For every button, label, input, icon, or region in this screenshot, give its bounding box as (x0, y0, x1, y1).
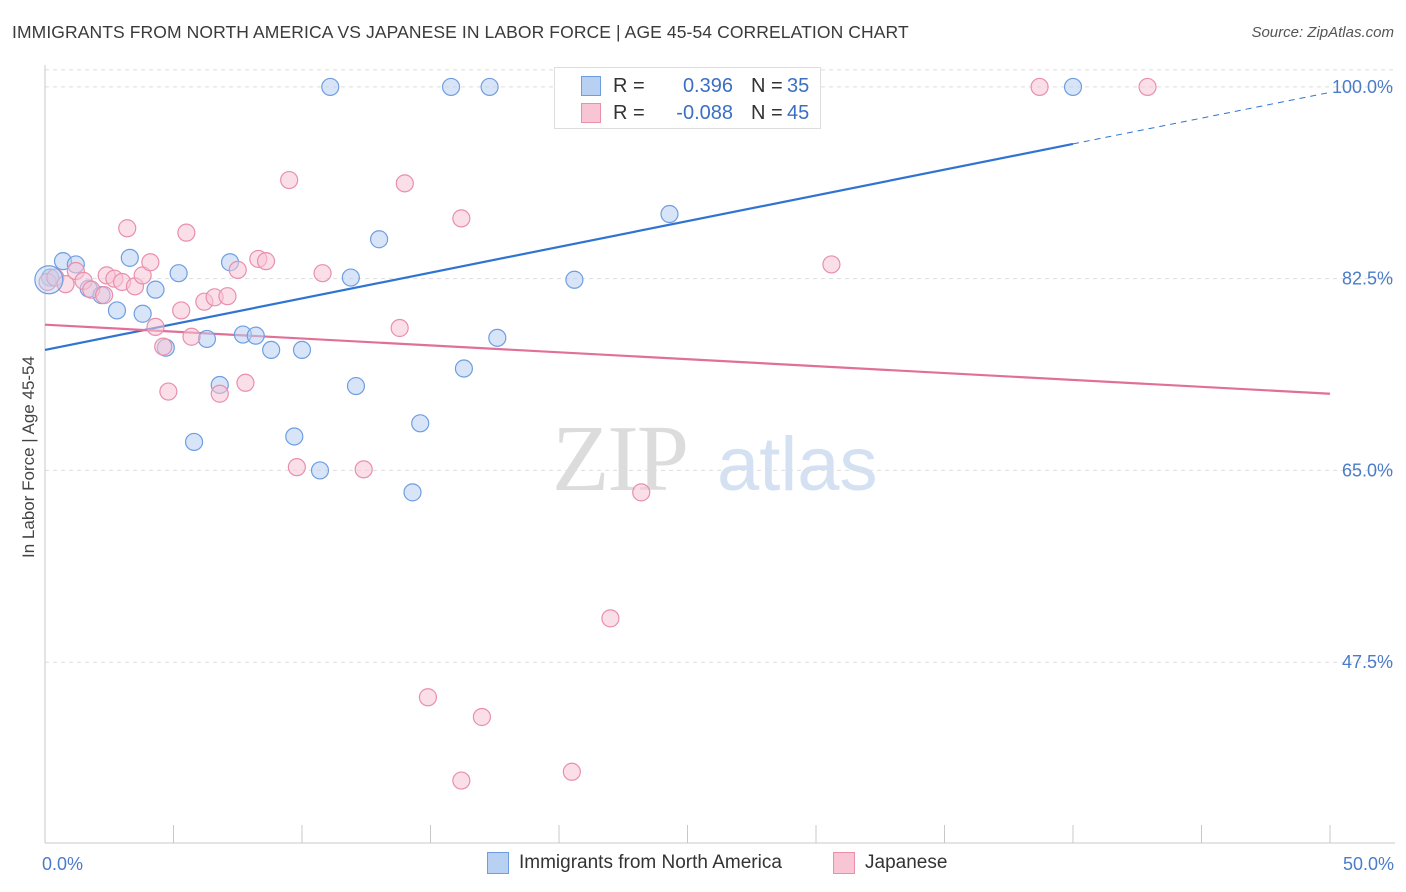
axes (44, 65, 1395, 844)
point-immigrants (660, 204, 679, 224)
swatch-japanese (581, 103, 601, 123)
r-value: -0.088 (676, 101, 733, 124)
legend-item-immigrants[interactable]: Immigrants from North America (487, 852, 782, 874)
point-japanese (118, 219, 137, 238)
point-japanese (601, 609, 620, 628)
point-immigrants (341, 268, 360, 287)
point-japanese (313, 264, 332, 283)
stats-legend: R = 0.396 N = 35 R = -0.088 N = 45 (554, 67, 821, 129)
point-immigrants (120, 248, 139, 267)
n-label: N = (751, 74, 783, 97)
point-japanese (418, 688, 438, 707)
point-japanese (287, 458, 306, 477)
point-japanese (452, 771, 471, 790)
y-tick-label: 100.0% (1332, 77, 1393, 97)
point-japanese (210, 384, 229, 403)
trend-lines (44, 91, 1331, 395)
trend-extension-immigrants (1072, 91, 1331, 145)
legend-item-japanese[interactable]: Japanese (833, 852, 947, 874)
x-tick-label: 0.0% (42, 854, 83, 874)
point-immigrants (292, 340, 312, 360)
point-japanese (562, 762, 581, 781)
point-immigrants (285, 427, 304, 446)
n-value: 35 (787, 74, 810, 97)
point-immigrants (411, 414, 430, 433)
x-tick-label: 50.0% (1343, 854, 1394, 874)
point-immigrants (454, 359, 474, 378)
swatch-immigrants (581, 76, 601, 96)
point-japanese (354, 460, 373, 479)
point-japanese (390, 318, 409, 338)
point-immigrants (565, 270, 584, 289)
point-japanese (452, 209, 471, 228)
y-tick-label: 65.0% (1342, 460, 1393, 480)
point-cluster (34, 265, 64, 295)
point-japanese (146, 317, 165, 336)
watermark-atlas: atlas (717, 422, 878, 507)
point-japanese (280, 170, 299, 190)
point-immigrants (184, 432, 204, 452)
legend-label-japanese: Japanese (865, 852, 948, 873)
watermark-zip: ZIP (552, 407, 687, 511)
r-label: R = (613, 101, 645, 124)
point-japanese (256, 252, 276, 271)
point-japanese (159, 382, 178, 401)
watermark: ZIP atlas (552, 407, 878, 511)
legend-swatch-immigrants (487, 852, 509, 874)
point-immigrants (107, 301, 127, 320)
point-immigrants (488, 328, 507, 347)
point-immigrants (441, 77, 461, 97)
r-value: 0.396 (682, 74, 733, 97)
trend-line-immigrants (44, 142, 1074, 351)
stats-row-immigrants: R = 0.396 N = 35 (581, 73, 809, 99)
point-japanese (56, 275, 75, 294)
point-immigrants (1063, 77, 1083, 97)
r-label: R = (613, 74, 645, 97)
point-immigrants (370, 230, 389, 249)
series-legend: Immigrants from North America Japanese (0, 850, 1406, 878)
grid (45, 69, 1395, 663)
point-japanese (1030, 77, 1049, 97)
point-immigrants (133, 304, 152, 323)
point-japanese (1138, 77, 1157, 97)
point-japanese (218, 287, 237, 306)
y-axis-label: In Labor Force | Age 45-54 (19, 356, 38, 558)
series-japanese (38, 77, 1157, 790)
point-japanese (472, 707, 491, 727)
y-tick-label: 47.5% (1342, 652, 1393, 672)
point-immigrants (262, 340, 281, 360)
legend-label-immigrants: Immigrants from North America (519, 852, 782, 873)
point-japanese (632, 483, 651, 502)
point-immigrants (321, 77, 340, 97)
point-japanese (236, 373, 255, 392)
point-japanese (395, 174, 414, 193)
chart-title: IMMIGRANTS FROM NORTH AMERICA VS JAPANES… (12, 22, 909, 42)
y-tick-labels: 47.5% 65.0% 82.5% 100.0% (1332, 77, 1393, 672)
point-japanese (182, 327, 201, 346)
point-immigrants (310, 461, 330, 480)
point-immigrants (246, 326, 265, 345)
x-tick-labels: 0.0% 50.0% (42, 854, 1394, 874)
point-japanese (172, 301, 191, 320)
legend-swatch-japanese (833, 852, 855, 874)
y-tick-label: 82.5% (1342, 269, 1393, 289)
n-label: N = (751, 101, 783, 124)
point-immigrants (146, 280, 165, 299)
point-japanese (141, 253, 160, 272)
point-japanese (154, 337, 173, 356)
point-immigrants (169, 264, 188, 283)
n-value: 45 (787, 101, 810, 124)
point-immigrants (197, 329, 217, 349)
point-immigrants (480, 77, 499, 97)
chart-source: Source: ZipAtlas.com (1251, 24, 1394, 41)
point-japanese (95, 286, 114, 305)
point-immigrants (346, 376, 366, 396)
stats-row-japanese: R = -0.088 N = 45 (581, 100, 809, 126)
point-japanese (177, 223, 196, 242)
point-immigrants (403, 483, 422, 502)
point-japanese (228, 260, 247, 280)
point-japanese (822, 255, 841, 274)
